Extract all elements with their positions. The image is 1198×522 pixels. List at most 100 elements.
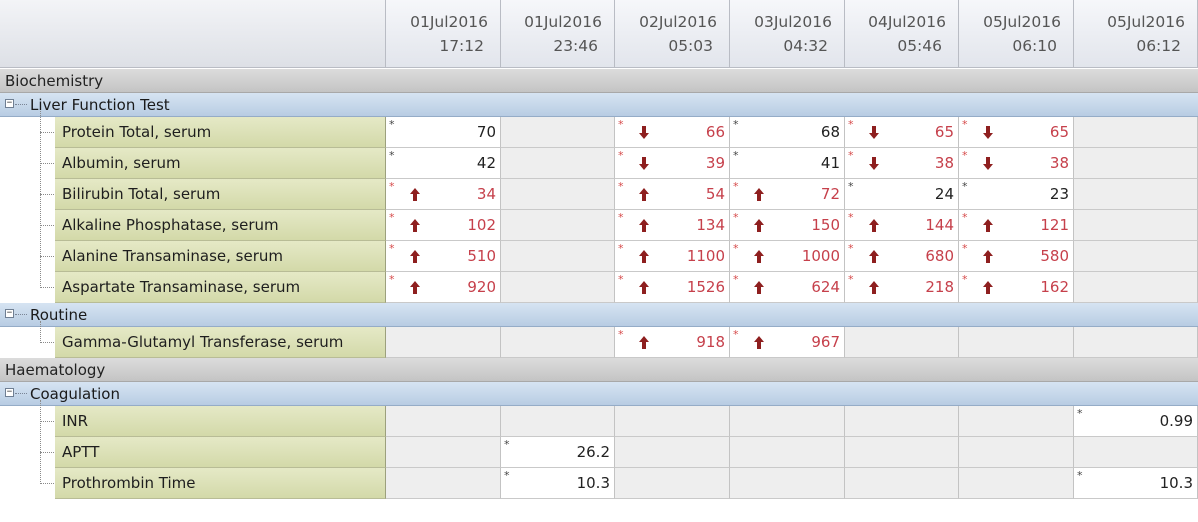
result-cell[interactable]: * 144 xyxy=(845,210,959,241)
arrow-up-icon xyxy=(639,219,649,232)
column-date: 05Jul2016 xyxy=(1107,13,1185,31)
result-marker: * xyxy=(733,211,739,224)
arrow-up-icon xyxy=(410,219,420,232)
column-time: 06:10 xyxy=(1012,37,1057,55)
result-cell[interactable]: * 68 xyxy=(730,117,845,148)
column-header[interactable]: 01Jul2016 17:12 xyxy=(386,0,501,68)
result-cell[interactable]: * 42 xyxy=(386,148,501,179)
result-value: 39 xyxy=(705,154,725,172)
test-name[interactable]: Alkaline Phosphatase, serum xyxy=(55,210,386,241)
result-cell[interactable]: * 70 xyxy=(386,117,501,148)
result-cell[interactable]: * 54 xyxy=(615,179,730,210)
group-label: Coagulation xyxy=(30,385,120,403)
test-name[interactable]: Gamma-Glutamyl Transferase, serum xyxy=(55,327,386,358)
result-cell[interactable]: * 510 xyxy=(386,241,501,272)
arrow-down-icon xyxy=(639,157,649,170)
test-name[interactable]: Bilirubin Total, serum xyxy=(55,179,386,210)
result-cell[interactable]: * 41 xyxy=(730,148,845,179)
column-date: 04Jul2016 xyxy=(868,13,946,31)
result-cell[interactable]: * 34 xyxy=(386,179,501,210)
result-cell[interactable]: * 0.99 xyxy=(1074,406,1198,437)
result-cell[interactable]: * 150 xyxy=(730,210,845,241)
header-corner xyxy=(0,0,386,68)
result-cell[interactable]: * 1100 xyxy=(615,241,730,272)
collapse-toggle-icon[interactable]: − xyxy=(5,387,14,397)
result-cell[interactable]: * 162 xyxy=(959,272,1074,303)
result-cell[interactable]: * 38 xyxy=(845,148,959,179)
result-cell[interactable]: * 26.2 xyxy=(501,437,615,468)
group-band[interactable]: − Coagulation xyxy=(0,382,1198,406)
result-cell[interactable]: * 218 xyxy=(845,272,959,303)
column-time: 05:03 xyxy=(668,37,713,55)
empty-cell xyxy=(1074,148,1198,179)
result-cell[interactable]: * 23 xyxy=(959,179,1074,210)
result-value: 23 xyxy=(1049,185,1069,203)
result-cell[interactable]: * 65 xyxy=(959,117,1074,148)
category-band: Biochemistry xyxy=(0,69,1198,93)
result-cell[interactable]: * 39 xyxy=(615,148,730,179)
arrow-up-icon xyxy=(869,250,879,263)
column-date: 02Jul2016 xyxy=(639,13,717,31)
result-cell[interactable]: * 134 xyxy=(615,210,730,241)
arrow-down-icon xyxy=(983,157,993,170)
column-header[interactable]: 02Jul2016 05:03 xyxy=(615,0,730,68)
arrow-up-icon xyxy=(754,188,764,201)
result-cell[interactable]: * 66 xyxy=(615,117,730,148)
collapse-toggle-icon[interactable]: − xyxy=(5,308,14,318)
result-cell[interactable]: * 580 xyxy=(959,241,1074,272)
result-cell[interactable]: * 65 xyxy=(845,117,959,148)
result-cell[interactable]: * 10.3 xyxy=(1074,468,1198,499)
test-name[interactable]: Protein Total, serum xyxy=(55,117,386,148)
test-name[interactable]: Prothrombin Time xyxy=(55,468,386,499)
result-cell[interactable]: * 72 xyxy=(730,179,845,210)
result-cell[interactable]: * 38 xyxy=(959,148,1074,179)
result-marker: * xyxy=(962,211,968,224)
column-header[interactable]: 05Jul2016 06:10 xyxy=(959,0,1074,68)
empty-cell xyxy=(845,468,959,499)
column-header[interactable]: 03Jul2016 04:32 xyxy=(730,0,845,68)
empty-cell xyxy=(959,327,1074,358)
result-value: 66 xyxy=(705,123,725,141)
empty-cell xyxy=(615,468,730,499)
result-marker: * xyxy=(848,180,854,193)
result-value: 24 xyxy=(934,185,954,203)
empty-cell xyxy=(501,210,615,241)
test-name[interactable]: APTT xyxy=(55,437,386,468)
result-marker: * xyxy=(733,118,739,131)
result-cell[interactable]: * 918 xyxy=(615,327,730,358)
column-header[interactable]: 01Jul2016 23:46 xyxy=(501,0,615,68)
result-value: 967 xyxy=(811,333,840,351)
test-name[interactable]: Albumin, serum xyxy=(55,148,386,179)
result-cell[interactable]: * 24 xyxy=(845,179,959,210)
result-value: 10.3 xyxy=(576,474,610,492)
arrow-up-icon xyxy=(754,281,764,294)
result-cell[interactable]: * 121 xyxy=(959,210,1074,241)
result-cell[interactable]: * 10.3 xyxy=(501,468,615,499)
result-value: 134 xyxy=(696,216,725,234)
empty-cell xyxy=(615,437,730,468)
test-name[interactable]: Aspartate Transaminase, serum xyxy=(55,272,386,303)
empty-cell xyxy=(1074,179,1198,210)
result-value: 65 xyxy=(1049,123,1069,141)
test-name[interactable]: Alanine Transaminase, serum xyxy=(55,241,386,272)
arrow-up-icon xyxy=(754,336,764,349)
empty-cell xyxy=(501,272,615,303)
result-cell[interactable]: * 920 xyxy=(386,272,501,303)
result-marker: * xyxy=(733,149,739,162)
group-band[interactable]: − Liver Function Test xyxy=(0,93,1198,117)
result-cell[interactable]: * 1000 xyxy=(730,241,845,272)
result-cell[interactable]: * 967 xyxy=(730,327,845,358)
result-cell[interactable]: * 1526 xyxy=(615,272,730,303)
column-header[interactable]: 04Jul2016 05:46 xyxy=(845,0,959,68)
test-name[interactable]: INR xyxy=(55,406,386,437)
tree-connector xyxy=(40,132,54,133)
group-band[interactable]: − Routine xyxy=(0,303,1198,327)
collapse-toggle-icon[interactable]: − xyxy=(5,98,14,108)
result-cell[interactable]: * 680 xyxy=(845,241,959,272)
result-cell[interactable]: * 624 xyxy=(730,272,845,303)
tree-connector xyxy=(15,104,27,105)
result-cell[interactable]: * 102 xyxy=(386,210,501,241)
column-header[interactable]: 05Jul2016 06:12 xyxy=(1074,0,1198,68)
empty-cell xyxy=(730,437,845,468)
arrow-down-icon xyxy=(639,126,649,139)
